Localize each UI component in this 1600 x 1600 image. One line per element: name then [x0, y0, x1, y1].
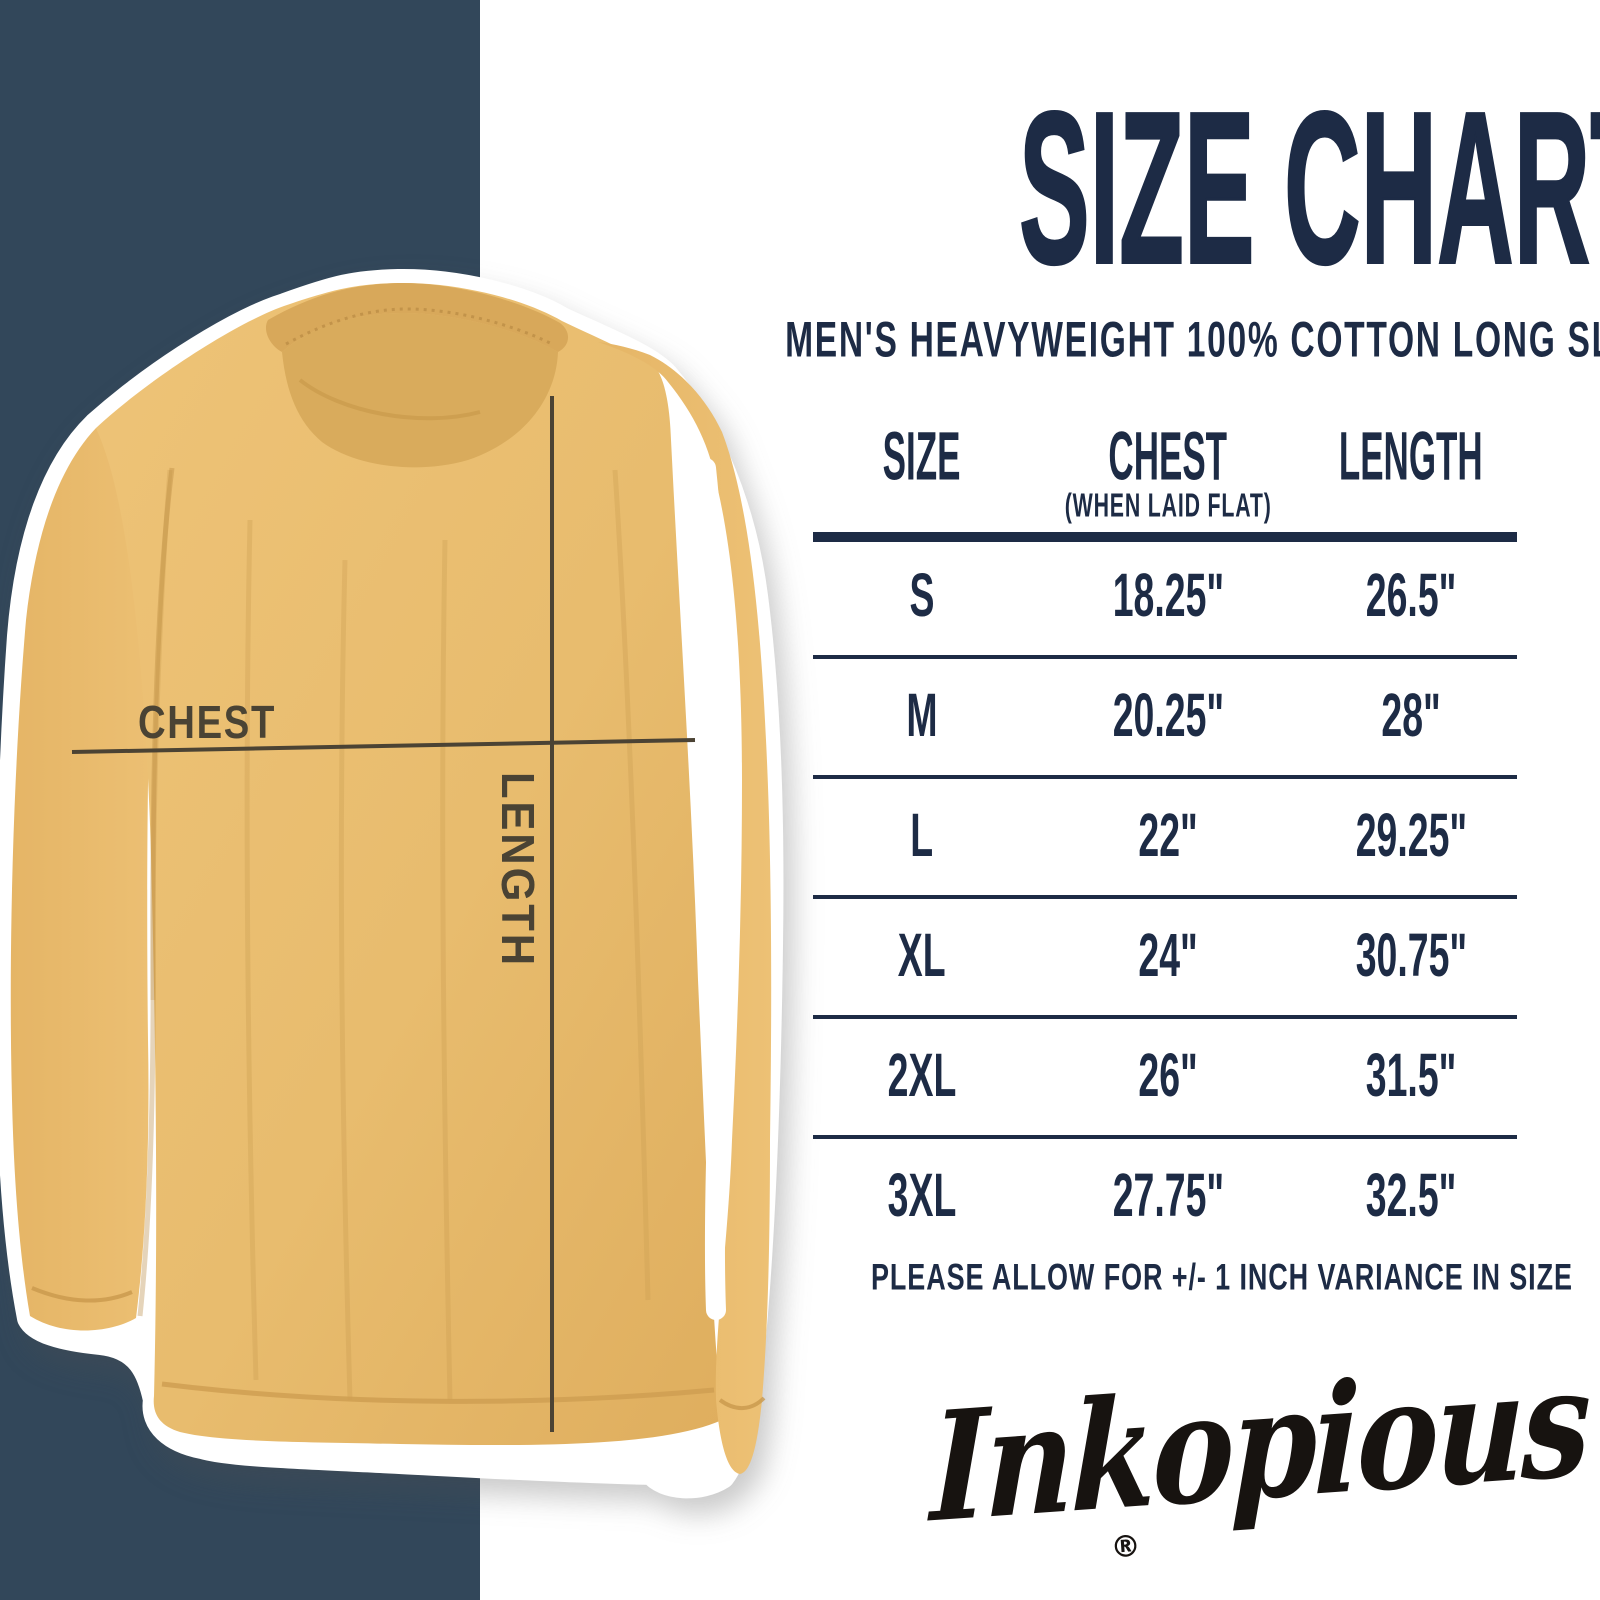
cell-chest: 22"	[1138, 802, 1198, 871]
collar-opening	[282, 312, 558, 468]
cell-size: 3XL	[887, 1162, 957, 1231]
cell-size: XL	[898, 922, 946, 991]
cell-size: 2XL	[887, 1042, 957, 1111]
page-subtitle-text: MEN'S HEAVYWEIGHT 100% COTTON LONG SLEEV…	[785, 312, 1600, 368]
variance-footnote-text: PLEASE ALLOW FOR +/- 1 INCH VARIANCE IN …	[870, 1256, 1573, 1298]
left-sleeve-crease	[137, 467, 175, 1317]
table-row: L 22" 29.25"	[813, 779, 1517, 899]
table-row: M 20.25" 28"	[813, 659, 1517, 779]
left-cuff-stitch	[31, 1286, 133, 1303]
cell-length: 32.5"	[1365, 1162, 1457, 1231]
fabric-wrinkles	[150, 469, 651, 1401]
brand-logo-text: Inkopious	[929, 1333, 1589, 1557]
size-table: S 18.25" 26.5" M 20.25" 28" L 22" 29.25"…	[813, 539, 1517, 1255]
collar-stitch	[285, 307, 553, 346]
cell-chest: 20.25"	[1112, 682, 1224, 751]
cell-size: M	[906, 682, 938, 751]
shirt-right-sleeve	[598, 342, 772, 1474]
chest-measure-label: CHEST	[138, 696, 276, 748]
shirt-left-sleeve	[10, 428, 176, 1331]
table-row: XL 24" 30.75"	[813, 899, 1517, 1019]
page-title-text: SIZE CHART	[1018, 66, 1600, 309]
chest-column-subnote: (WHEN LAID FLAT)	[1064, 485, 1272, 525]
brand-logo: Inkopious®	[854, 1334, 1589, 1598]
column-header-length: LENGTH	[1305, 417, 1517, 524]
length-column-label: LENGTH	[1339, 417, 1483, 495]
cell-length: 29.25"	[1355, 802, 1467, 871]
column-header-size: SIZE	[813, 417, 1031, 524]
chest-column-label: CHEST	[1108, 417, 1228, 495]
cell-size: L	[910, 802, 934, 871]
table-row: 3XL 27.75" 32.5"	[813, 1139, 1517, 1255]
shirt-body	[96, 282, 722, 1446]
length-measure-label: LENGTH	[492, 772, 544, 968]
chart-panel: SIZE CHART MEN'S HEAVYWEIGHT 100% COTTON…	[760, 0, 1600, 1600]
variance-footnote: PLEASE ALLOW FOR +/- 1 INCH VARIANCE IN …	[832, 1259, 1572, 1297]
cell-length: 31.5"	[1365, 1042, 1457, 1111]
table-row: 2XL 26" 31.5"	[813, 1019, 1517, 1139]
cell-chest: 18.25"	[1112, 562, 1224, 631]
size-column-label: SIZE	[883, 417, 961, 495]
chest-measure-line	[71, 738, 696, 754]
shirt-photo: CHEST LENGTH	[0, 268, 784, 1499]
column-header-chest: CHEST (WHEN LAID FLAT)	[1031, 417, 1305, 524]
cell-chest: 24"	[1138, 922, 1198, 991]
body-sleeve-gap	[696, 458, 732, 1320]
table-row: S 18.25" 26.5"	[813, 539, 1517, 659]
right-cuff-stitch	[718, 1396, 766, 1410]
cell-chest: 27.75"	[1112, 1162, 1224, 1231]
hem-stitch	[161, 1381, 715, 1404]
cell-length: 30.75"	[1355, 922, 1467, 991]
collar-band	[265, 282, 569, 352]
page-subtitle: MEN'S HEAVYWEIGHT 100% COTTON LONG SLEEV…	[697, 315, 1600, 365]
cell-length: 28"	[1381, 682, 1441, 751]
table-header-row: SIZE CHEST (WHEN LAID FLAT) LENGTH	[813, 417, 1517, 524]
collar-inner-shadow	[298, 378, 481, 421]
page-title: SIZE CHART	[701, 78, 1600, 297]
cell-size: S	[909, 562, 935, 631]
table-header-rule	[813, 532, 1517, 542]
cell-length: 26.5"	[1365, 562, 1457, 631]
cell-chest: 26"	[1138, 1042, 1198, 1111]
